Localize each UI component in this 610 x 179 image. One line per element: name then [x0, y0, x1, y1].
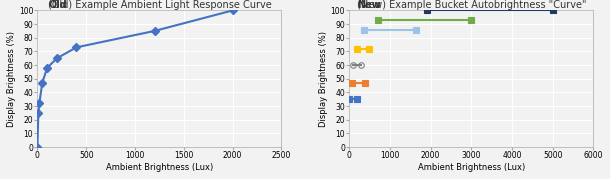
Text: Old: Old — [49, 0, 67, 10]
Y-axis label: Display Brightness (%): Display Brightness (%) — [7, 31, 16, 127]
X-axis label: Ambient Brightness (Lux): Ambient Brightness (Lux) — [418, 163, 525, 172]
Y-axis label: Display Brightness (%): Display Brightness (%) — [319, 31, 328, 127]
Text: (Old) Example Ambient Light Response Curve: (Old) Example Ambient Light Response Cur… — [48, 0, 271, 10]
Text: (New) Example Bucket Autobrightness "Curve": (New) Example Bucket Autobrightness "Cur… — [357, 0, 586, 10]
Title: (New) Example Bucket Autobrightness "Curve": (New) Example Bucket Autobrightness "Cur… — [357, 0, 586, 7]
Text: New: New — [357, 0, 381, 10]
X-axis label: Ambient Brightness (Lux): Ambient Brightness (Lux) — [106, 163, 213, 172]
Title: (Old) Example Ambient Light Response Curve: (Old) Example Ambient Light Response Cur… — [48, 0, 271, 7]
